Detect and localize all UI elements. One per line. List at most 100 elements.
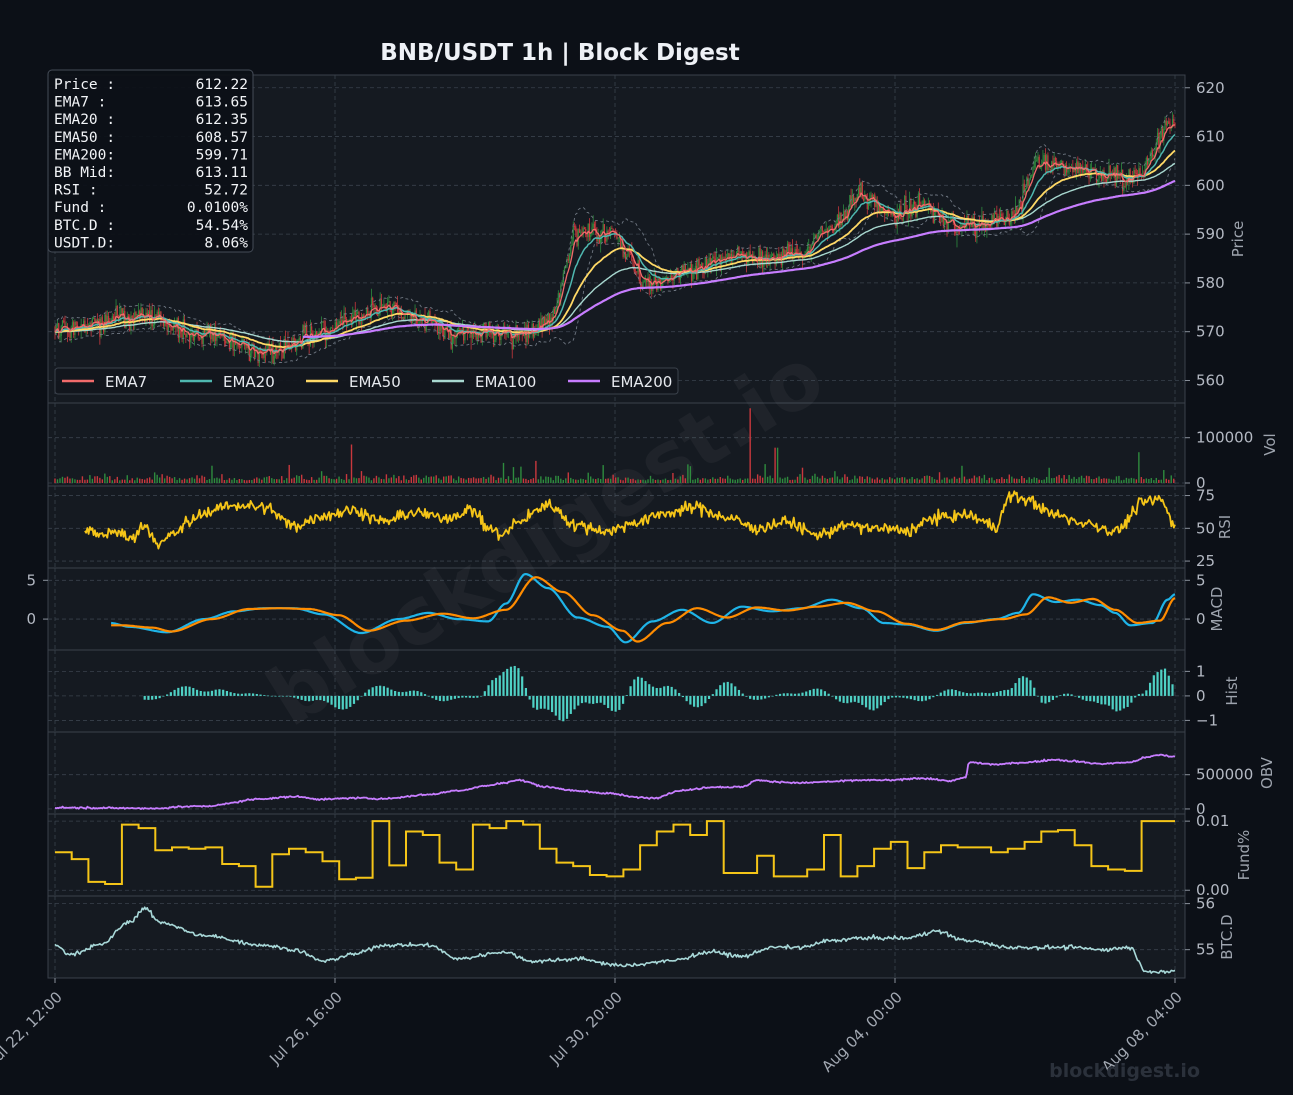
candle-body bbox=[946, 221, 948, 233]
candle-body bbox=[1149, 158, 1151, 160]
candle-body bbox=[962, 224, 964, 226]
candle-body bbox=[999, 213, 1002, 220]
volume-bar bbox=[617, 477, 619, 483]
candle-body bbox=[773, 253, 775, 260]
candle-body bbox=[429, 310, 431, 318]
volume-bar bbox=[677, 479, 679, 483]
histogram-bar bbox=[166, 694, 169, 696]
volume-bar bbox=[403, 475, 405, 483]
histogram-bar bbox=[1021, 676, 1025, 696]
volume-bar bbox=[450, 475, 452, 483]
volume-bar bbox=[906, 479, 908, 483]
candle-body bbox=[627, 249, 629, 257]
histogram-bar bbox=[154, 695, 158, 700]
histogram-bar bbox=[902, 695, 905, 698]
volume-bar bbox=[1028, 477, 1030, 483]
volume-bar bbox=[1100, 478, 1103, 483]
candle-body bbox=[166, 324, 168, 331]
volume-bar bbox=[213, 478, 216, 483]
candle-body bbox=[985, 222, 987, 232]
info-value: 613.65 bbox=[196, 95, 248, 111]
volume-bar bbox=[243, 480, 246, 483]
candle-body bbox=[712, 256, 714, 259]
candle-body bbox=[101, 317, 103, 324]
volume-bar bbox=[380, 478, 383, 483]
candle-body bbox=[130, 315, 132, 331]
histogram-bar bbox=[1145, 690, 1148, 696]
volume-bar bbox=[809, 479, 811, 483]
volume-bar bbox=[1148, 478, 1150, 483]
histogram-bar bbox=[648, 684, 651, 696]
histogram-bar bbox=[1029, 680, 1032, 696]
histogram-bar bbox=[521, 676, 524, 696]
volume-bar bbox=[859, 476, 861, 483]
candle-body bbox=[353, 310, 355, 316]
histogram-bar bbox=[831, 695, 834, 697]
volume-bar bbox=[1080, 475, 1083, 483]
candle-body bbox=[516, 325, 518, 338]
candle-body bbox=[1138, 168, 1140, 178]
candle-body bbox=[299, 337, 302, 343]
candle-body bbox=[877, 204, 880, 211]
candle-body bbox=[942, 212, 944, 226]
candle-body bbox=[1011, 211, 1013, 220]
candle-body bbox=[745, 253, 748, 266]
candle-body bbox=[654, 273, 657, 281]
candle-body bbox=[983, 222, 985, 229]
candle-body bbox=[198, 338, 201, 340]
candle-body bbox=[1073, 167, 1075, 173]
volume-bar bbox=[1021, 475, 1023, 483]
histogram-bar bbox=[1003, 690, 1006, 696]
candle-body bbox=[212, 332, 214, 342]
volume-bar bbox=[717, 478, 719, 483]
rsi-tick-label: 25 bbox=[1196, 552, 1215, 570]
candle-body bbox=[752, 254, 754, 263]
candle-body bbox=[825, 229, 827, 231]
candle-body bbox=[950, 219, 952, 222]
volume-bar bbox=[143, 479, 146, 483]
x-tick-label: Jul 30, 20:00 bbox=[545, 988, 625, 1068]
volume-bar bbox=[1110, 479, 1113, 483]
candle-body bbox=[764, 254, 766, 261]
candle-body bbox=[727, 253, 729, 259]
candle-body bbox=[940, 221, 942, 223]
candle-body bbox=[1016, 206, 1018, 213]
histogram-bar bbox=[382, 686, 385, 696]
volume-bar bbox=[278, 479, 280, 483]
candle-body bbox=[342, 320, 344, 325]
volume-bar bbox=[435, 475, 437, 483]
candle-body bbox=[552, 309, 554, 321]
volume-bar bbox=[1013, 478, 1015, 483]
candle-body bbox=[563, 267, 566, 274]
volume-bar bbox=[1163, 470, 1165, 483]
candle-body bbox=[1108, 165, 1110, 178]
volume-bar bbox=[1045, 476, 1048, 483]
candle-body bbox=[778, 253, 780, 261]
footer-brand: blockdigest.io bbox=[1049, 1060, 1200, 1082]
candle-body bbox=[830, 225, 832, 228]
volume-bar bbox=[248, 479, 251, 483]
candle-body bbox=[803, 257, 805, 260]
volume-bar bbox=[345, 474, 348, 483]
candle-body bbox=[1109, 165, 1111, 176]
histogram-bar bbox=[1006, 689, 1010, 696]
volume-bar bbox=[841, 477, 844, 483]
volume-bar bbox=[1128, 478, 1130, 483]
histogram-bar bbox=[1130, 695, 1133, 703]
candle-body bbox=[75, 321, 77, 326]
histogram-bar bbox=[879, 695, 883, 706]
volume-bar bbox=[1055, 476, 1058, 483]
candle-body bbox=[454, 336, 456, 339]
volume-bar bbox=[933, 479, 936, 483]
volume-bar bbox=[385, 474, 388, 483]
volume-bar bbox=[702, 478, 704, 483]
info-value: 613.11 bbox=[196, 165, 248, 181]
histogram-bar bbox=[502, 672, 505, 696]
candle-body bbox=[393, 302, 395, 308]
histogram-bar bbox=[633, 679, 636, 696]
candle-body bbox=[181, 333, 183, 338]
candle-body bbox=[190, 333, 192, 343]
histogram-bar bbox=[558, 695, 561, 720]
histogram-bar bbox=[349, 695, 352, 707]
histogram-bar bbox=[857, 695, 860, 703]
